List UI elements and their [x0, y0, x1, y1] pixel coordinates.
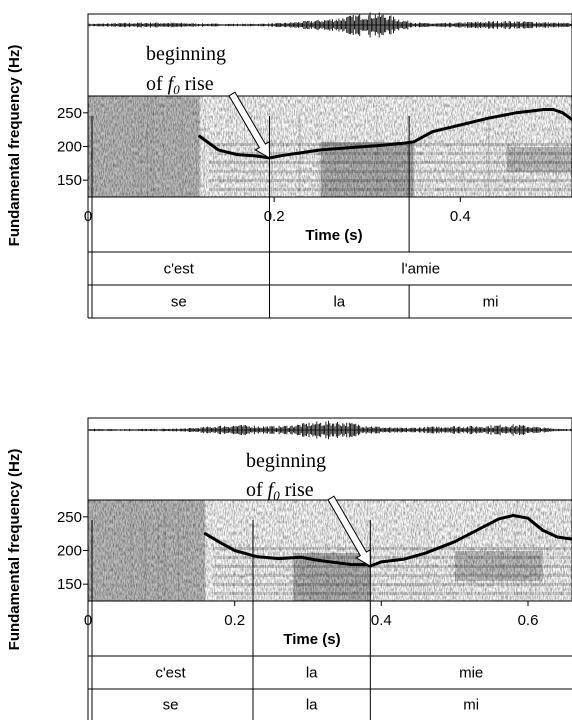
annotation-rise: rise — [280, 479, 314, 501]
tier-interval-label: l'amie — [401, 261, 440, 278]
annotation-line-2: of f0 rise — [246, 479, 314, 503]
spectrogram-vowel — [320, 142, 414, 197]
tier-interval-label: c'est — [164, 261, 195, 278]
annotation-subscript: 0 — [273, 488, 280, 503]
y-tick-label: 200 — [57, 139, 82, 156]
bottom-panel: 150 200 250 Fundamental frequency (Hz) 0 0.2 0… — [6, 417, 572, 720]
x-tick-label: 0.4 — [371, 612, 392, 629]
spectrogram-band — [209, 170, 572, 173]
annotation-arrow — [228, 91, 271, 159]
spectrogram-vowel — [506, 147, 572, 172]
x-axis-label: Time (s) — [305, 227, 362, 244]
spectrogram-band — [209, 161, 572, 164]
spectrogram-band — [212, 547, 572, 550]
tier-interval-label: mie — [459, 665, 483, 682]
spectrogram-vowel — [454, 551, 543, 581]
tier-interval-label: se — [163, 697, 179, 714]
y-tick-label: 250 — [57, 509, 82, 526]
waveform — [87, 420, 572, 440]
y-tick-label: 200 — [57, 543, 82, 560]
annotation-f: f — [268, 479, 276, 501]
tier-interval-label: la — [306, 697, 318, 714]
tier-interval-label: la — [333, 294, 345, 311]
spectrogram-band — [212, 583, 572, 586]
spectrogram-band — [212, 592, 572, 595]
f0-contour — [198, 108, 572, 160]
spectrogram — [88, 96, 572, 197]
tier-interval-label: la — [306, 665, 318, 682]
spectrogram-grain — [88, 96, 572, 197]
x-tick-label: 0.6 — [518, 612, 539, 629]
annotation-subscript: 0 — [173, 82, 180, 97]
annotation-of: of — [246, 479, 268, 501]
x-tick-label: 0.2 — [264, 208, 285, 225]
f0-contour — [203, 514, 572, 568]
annotation-line-2: of f0 rise — [146, 73, 214, 97]
spectrogram-grain — [88, 500, 572, 601]
spectrogram-band — [212, 556, 572, 559]
annotation-line-1: beginning — [246, 450, 326, 472]
annotation-arrow — [327, 495, 371, 567]
x-tick-label: 0.2 — [224, 612, 245, 629]
y-tick-label: 150 — [57, 576, 82, 593]
y-axis-label: Fundamental frequency (Hz) — [6, 45, 23, 247]
x-tick-label: 0.4 — [450, 208, 471, 225]
spectrogram-band — [209, 188, 572, 191]
annotation-of: of — [146, 73, 168, 95]
tier-interval-label: c'est — [155, 665, 186, 682]
y-tick-label: 150 — [57, 172, 82, 189]
x-axis-label: Time (s) — [283, 631, 340, 648]
spectrogram-band — [209, 152, 572, 155]
spectrogram-band — [212, 565, 572, 568]
spectrogram-fricative — [88, 96, 200, 197]
spectrogram-fricative — [88, 500, 206, 601]
spectrogram-band — [209, 179, 572, 182]
annotation-rise: rise — [180, 73, 214, 95]
tier-interval-label: mi — [483, 294, 499, 311]
tier-interval-label: se — [171, 294, 187, 311]
spectrogram-band — [212, 574, 572, 577]
spectrogram — [88, 500, 572, 601]
annotation-f: f — [168, 73, 176, 95]
waveform — [87, 12, 572, 38]
top-panel: 150 200 250 Fundamental frequency (Hz) 0 0.2 0… — [6, 12, 572, 319]
annotation-line-1: beginning — [146, 43, 226, 65]
spectrogram-vowel — [293, 553, 371, 601]
tier-interval-label: mi — [463, 697, 479, 714]
y-tick-label: 250 — [57, 105, 82, 122]
y-axis-label: Fundamental frequency (Hz) — [6, 449, 23, 651]
